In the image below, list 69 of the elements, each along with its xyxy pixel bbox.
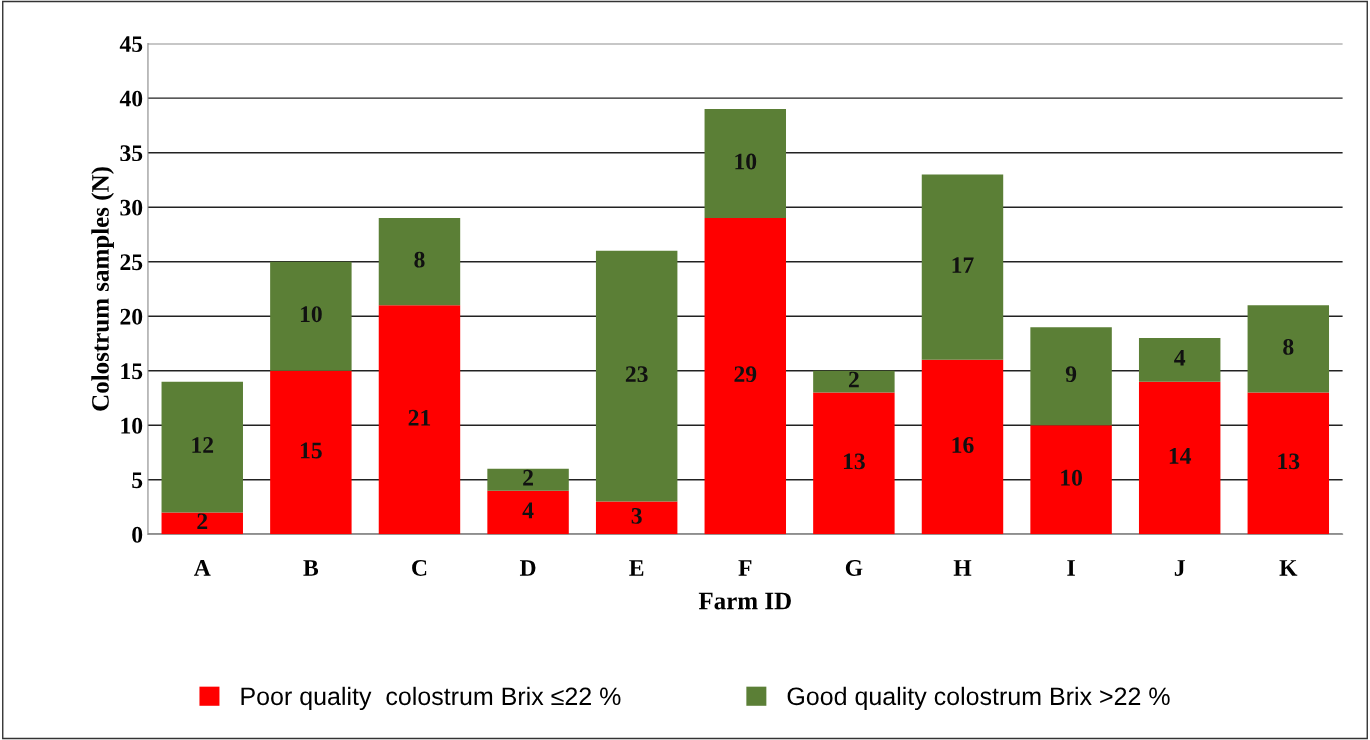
bar	[921, 359, 1004, 535]
data-label: 17	[952, 257, 974, 273]
y-tick-label: 45	[119, 36, 143, 53]
data-label: 23	[625, 366, 648, 383]
bar	[704, 218, 787, 535]
bar	[1030, 327, 1112, 426]
x-tick-label: I	[1067, 560, 1075, 576]
y-tick-label: 40	[119, 90, 143, 107]
bar	[1138, 381, 1221, 535]
data-label: 10	[735, 153, 757, 170]
x-tick-label: B	[303, 560, 319, 576]
data-label: 8	[1283, 338, 1294, 355]
bar	[270, 261, 352, 371]
x-tick-label: F	[738, 560, 752, 576]
y-tick-label: 0	[132, 526, 143, 543]
data-label: 14	[1169, 448, 1192, 464]
legend-label: Poor quality colostrum Brix ≤22 %	[241, 686, 621, 711]
y-tick-label: 20	[120, 308, 143, 325]
data-label: 13	[1278, 453, 1300, 470]
x-tick-label: H	[953, 560, 972, 576]
x-tick-label: G	[845, 560, 863, 576]
bar	[378, 218, 461, 306]
data-label: 4	[1174, 349, 1186, 366]
data-label: 10	[300, 306, 322, 323]
x-axis-title: Farm ID	[698, 592, 791, 610]
data-label: 15	[300, 442, 322, 459]
y-tick-label: 10	[121, 417, 143, 434]
data-label: 9	[1065, 366, 1077, 383]
bar	[1030, 425, 1112, 535]
bar	[1247, 305, 1330, 393]
bar	[487, 468, 569, 491]
data-label: 8	[414, 251, 425, 268]
bar	[595, 250, 678, 502]
data-label: 2	[848, 371, 859, 388]
bar	[1247, 392, 1330, 535]
bar	[813, 370, 895, 393]
data-label: 13	[843, 453, 865, 470]
x-tick-label: A	[193, 560, 211, 576]
data-label: 4	[522, 502, 534, 519]
bar	[161, 381, 243, 513]
bar	[921, 174, 1004, 360]
bar	[378, 305, 461, 535]
data-label: 16	[952, 437, 974, 453]
data-label: 2	[523, 469, 533, 486]
y-tick-label: 35	[120, 145, 143, 162]
y-axis-title: Colostrum samples (N)	[91, 167, 114, 411]
bar	[595, 501, 678, 535]
data-label: 29	[734, 366, 757, 383]
y-tick-label: 15	[121, 363, 143, 380]
y-tick-label: 30	[120, 199, 143, 216]
y-tick-label: 25	[120, 254, 143, 271]
x-tick-label: D	[519, 560, 536, 576]
x-tick-label: E	[629, 560, 644, 576]
bar	[1138, 338, 1221, 382]
data-label: 12	[192, 437, 214, 453]
bar	[487, 490, 569, 535]
legend-label: Good quality colostrum Brix >22 %	[787, 686, 1170, 711]
x-tick-label: K	[1279, 560, 1298, 576]
bar	[813, 392, 895, 535]
y-tick-label: 5	[132, 472, 143, 489]
data-label: 21	[408, 409, 431, 426]
bar	[270, 370, 352, 535]
bar	[704, 109, 787, 219]
data-label: 3	[631, 507, 642, 524]
bar	[161, 512, 243, 535]
data-label: 10	[1061, 469, 1082, 486]
data-label: 2	[197, 513, 208, 530]
x-tick-label: J	[1174, 560, 1185, 576]
x-tick-label: C	[412, 560, 427, 576]
